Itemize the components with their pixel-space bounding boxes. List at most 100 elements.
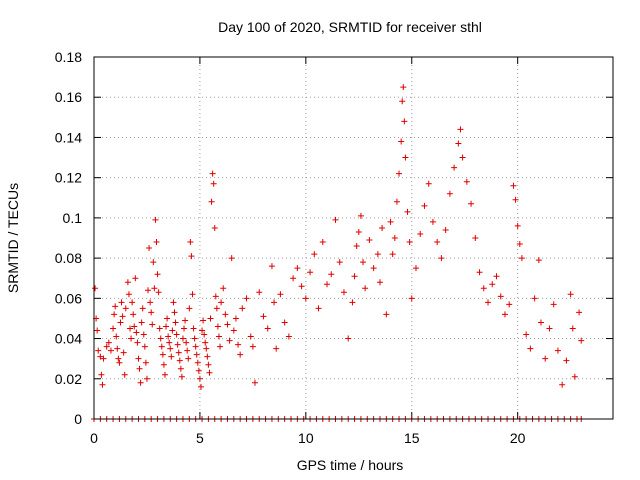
data-point — [243, 295, 250, 302]
data-point — [264, 325, 271, 332]
data-point — [290, 275, 297, 282]
y-tick-label: 0.14 — [55, 129, 82, 145]
data-point — [506, 301, 513, 308]
data-point — [434, 239, 441, 246]
data-points — [91, 84, 585, 422]
data-point — [168, 353, 175, 360]
data-point — [118, 299, 125, 306]
data-point — [105, 339, 112, 346]
data-point — [559, 381, 566, 388]
data-point — [150, 259, 157, 266]
data-point — [459, 154, 466, 161]
data-point — [237, 351, 244, 358]
data-point — [98, 371, 105, 378]
data-point — [205, 361, 212, 368]
data-point — [298, 283, 305, 290]
data-point — [166, 339, 173, 346]
data-point — [149, 321, 156, 328]
data-point — [177, 365, 184, 372]
x-axis-label: GPS time / hours — [297, 457, 404, 473]
data-point — [212, 293, 219, 300]
data-point — [220, 285, 227, 292]
data-point — [218, 299, 225, 306]
data-point — [546, 325, 553, 332]
data-point — [120, 349, 127, 356]
data-point — [92, 285, 99, 292]
data-point — [153, 239, 160, 246]
data-point — [398, 138, 405, 145]
chart-title: Day 100 of 2020, SRMTID for receiver sth… — [218, 19, 482, 35]
data-point — [107, 347, 114, 354]
data-point — [95, 347, 102, 354]
data-point — [514, 222, 521, 229]
data-point — [176, 357, 183, 364]
data-point — [349, 299, 356, 306]
data-point — [531, 295, 538, 302]
data-point — [215, 333, 222, 340]
data-point — [161, 371, 168, 378]
data-point — [194, 359, 201, 366]
data-point — [260, 313, 267, 320]
data-point — [103, 343, 110, 350]
y-tick-label: 0.1 — [63, 210, 83, 226]
data-point — [578, 337, 585, 344]
data-point — [131, 323, 138, 330]
data-point — [228, 255, 235, 262]
data-point — [172, 319, 179, 326]
data-point — [130, 311, 137, 318]
data-point — [160, 361, 167, 368]
data-point — [193, 351, 200, 358]
data-point — [402, 154, 409, 161]
y-tick-label: 0.08 — [55, 250, 82, 266]
data-point — [151, 285, 158, 292]
data-point — [116, 359, 123, 366]
data-point — [510, 182, 517, 189]
data-point — [157, 335, 164, 342]
data-point — [217, 343, 224, 350]
data-point — [196, 375, 203, 382]
data-point — [170, 299, 177, 306]
x-tick-label: 0 — [90, 430, 98, 446]
data-point — [167, 345, 174, 352]
data-point — [110, 325, 117, 332]
data-point — [124, 279, 131, 286]
data-point — [360, 259, 367, 266]
data-point — [235, 341, 242, 348]
data-point — [399, 98, 406, 105]
data-point — [200, 317, 207, 324]
data-point — [132, 275, 139, 282]
data-point — [324, 281, 331, 288]
data-point — [328, 271, 335, 278]
data-point — [401, 118, 408, 125]
data-point — [285, 333, 292, 340]
data-point — [226, 337, 233, 344]
x-tick-label: 15 — [404, 430, 420, 446]
data-point — [146, 245, 153, 252]
data-point — [113, 333, 120, 340]
data-point — [114, 345, 121, 352]
data-point — [188, 253, 195, 260]
data-point — [523, 331, 530, 338]
data-point — [501, 311, 508, 318]
data-point — [169, 327, 176, 334]
data-point — [393, 198, 400, 205]
data-point — [183, 339, 190, 346]
data-point — [442, 226, 449, 233]
data-point — [294, 265, 301, 272]
data-point — [485, 299, 492, 306]
grid-lines — [94, 57, 613, 419]
data-point — [187, 239, 194, 246]
y-tick-label: 0 — [74, 411, 82, 427]
data-point — [563, 357, 570, 364]
data-point — [140, 331, 147, 338]
data-point — [211, 224, 218, 231]
data-point — [189, 291, 196, 298]
axis-ticks: 0 0.02 0.04 0.06 0.08 0.1 0.12 0.14 0.16 0.18 0 5 10… — [55, 49, 613, 446]
data-point — [391, 235, 398, 241]
data-point — [353, 243, 360, 250]
data-point — [115, 355, 122, 362]
data-point — [117, 319, 124, 326]
data-point — [139, 305, 146, 312]
y-tick-label: 0.04 — [55, 331, 82, 347]
data-point — [277, 291, 284, 298]
